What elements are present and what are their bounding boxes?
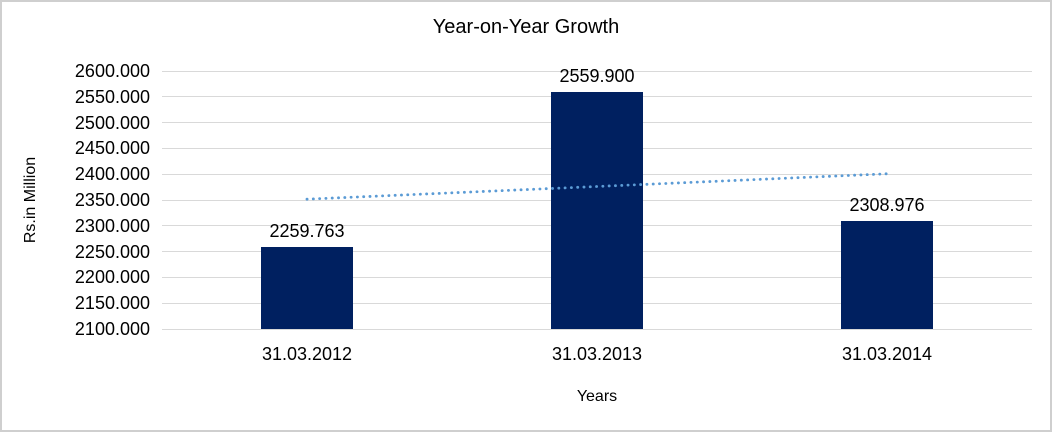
y-tick-label: 2600.000 <box>74 61 150 81</box>
chart-title: Year-on-Year Growth <box>432 16 620 38</box>
y-tick-label: 2400.000 <box>74 164 150 185</box>
x-axis-title: Years <box>576 388 618 405</box>
y-tick-label: 2250.000 <box>74 241 150 262</box>
bar-value-label: 2308.976 <box>849 195 925 216</box>
x-tick-label: 31.03.2013 <box>551 344 643 364</box>
bar <box>261 246 353 329</box>
bar-value-label: 2259.763 <box>269 220 345 241</box>
x-tick-label: 31.03.2012 <box>261 344 353 364</box>
y-tick-label: 2150.000 <box>74 293 150 314</box>
trendline <box>305 172 889 201</box>
y-tick-label: 2300.000 <box>74 215 150 236</box>
bar <box>551 91 643 329</box>
y-tick-label: 2200.000 <box>74 267 150 288</box>
plot-area: 2259.763 2559.900 2308.976 <box>162 66 1032 330</box>
x-tick-label: 31.03.2014 <box>841 344 933 364</box>
bar-value-label: 2559.900 <box>559 65 635 86</box>
gridline <box>162 328 1032 330</box>
gridline <box>162 70 1032 72</box>
y-tick-label: 2350.000 <box>74 190 150 210</box>
y-tick-label: 2500.000 <box>74 112 150 133</box>
bar <box>841 221 933 329</box>
y-axis-ticks: 2600.000 2550.000 2500.000 2450.000 2400.000… <box>2 61 150 339</box>
y-tick-label: 2550.000 <box>74 86 150 107</box>
y-tick-label: 2100.000 <box>74 319 150 339</box>
y-tick-label: 2450.000 <box>74 138 150 159</box>
x-axis-ticks: 31.03.2012 31.03.2013 31.03.2014 <box>162 344 1032 368</box>
